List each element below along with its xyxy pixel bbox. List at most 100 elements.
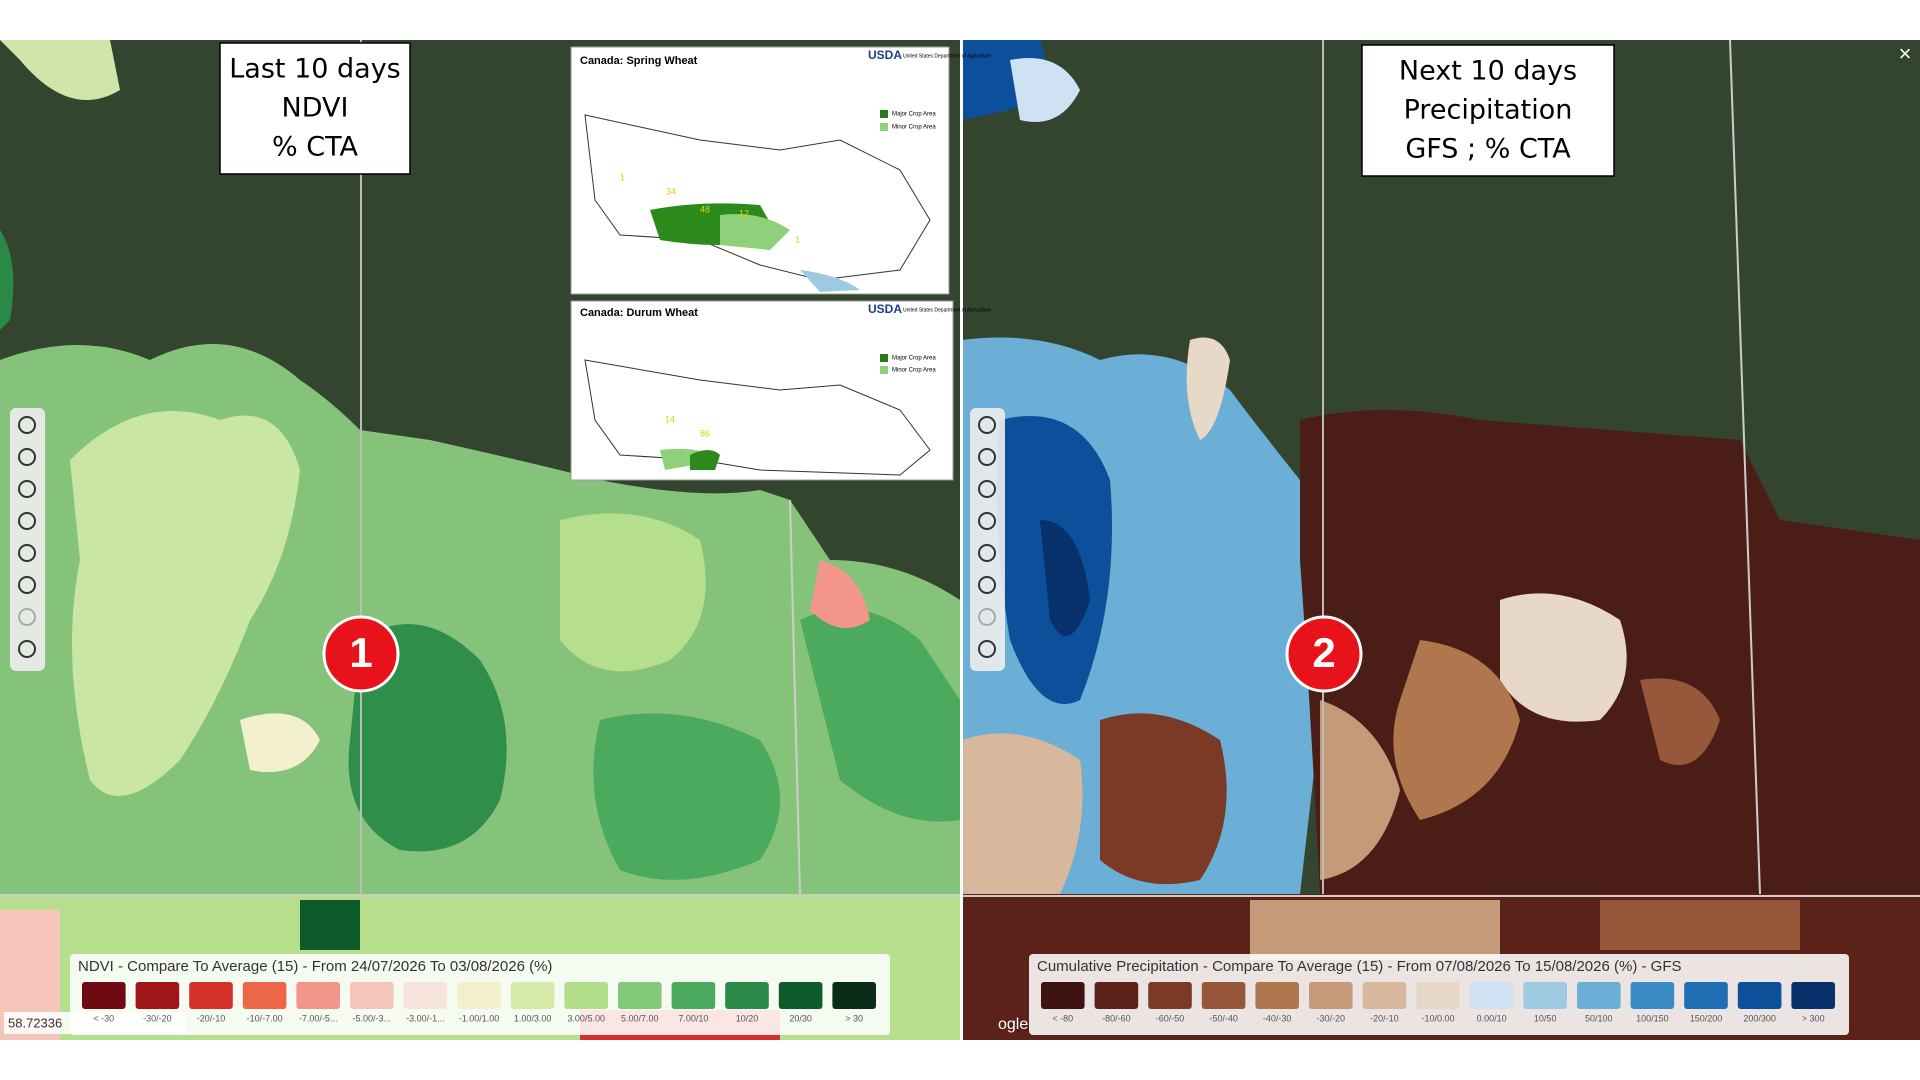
inset-spring-wheat: Canada: Spring Wheat USDA United States … bbox=[570, 46, 991, 295]
legend-label: -20/-10 bbox=[197, 1013, 226, 1023]
legend-swatch bbox=[1469, 982, 1514, 1009]
right-map[interactable]: × ogle bbox=[962, 39, 1920, 1040]
legend-label: > 300 bbox=[1802, 1013, 1825, 1023]
legend-swatch bbox=[242, 982, 287, 1009]
legend-label: Major Crop Area bbox=[892, 356, 936, 362]
legend-label: -5.00/-3... bbox=[353, 1013, 392, 1023]
agency-name: United States Department of Agriculture bbox=[903, 307, 991, 313]
tool-icon[interactable] bbox=[978, 640, 996, 658]
legend-label: 3.00/5.00 bbox=[567, 1013, 605, 1023]
legend-swatch bbox=[725, 982, 769, 1009]
legend: NDVI - Compare To Average (15) - From 24… bbox=[70, 954, 890, 1035]
marker: 1 bbox=[322, 615, 400, 693]
legend-label: -1.00/1.00 bbox=[459, 1013, 500, 1023]
map-number: 86 bbox=[700, 428, 710, 438]
legend: Cumulative Precipitation - Compare To Av… bbox=[1029, 954, 1849, 1035]
legend-label: 0.00/10 bbox=[1477, 1013, 1507, 1023]
legend-swatch bbox=[564, 982, 608, 1009]
legend-label: 10/20 bbox=[736, 1013, 759, 1023]
label-line: % CTA bbox=[272, 132, 358, 163]
tool-icon[interactable] bbox=[978, 544, 996, 562]
legend-swatch bbox=[1255, 982, 1299, 1009]
right-label-box: Next 10 days Precipitation GFS ; % CTA bbox=[1361, 44, 1615, 177]
legend-title: Cumulative Precipitation - Compare To Av… bbox=[1037, 958, 1682, 975]
legend-swatch bbox=[1737, 982, 1782, 1009]
map-number: 1 bbox=[620, 172, 625, 182]
map-number: 34 bbox=[666, 186, 676, 196]
legend-label: -10/-7.00 bbox=[247, 1013, 283, 1023]
inset-durum-wheat: Canada: Durum Wheat USDA United States D… bbox=[570, 300, 991, 481]
legend-label: 5.00/7.00 bbox=[621, 1013, 659, 1023]
map-number: 1 bbox=[795, 234, 800, 244]
legend-swatch bbox=[671, 982, 716, 1009]
label-line: Next 10 days bbox=[1399, 56, 1577, 87]
left-label-box: Last 10 days NDVI % CTA bbox=[219, 42, 411, 175]
agency: USDA bbox=[868, 48, 902, 62]
legend-title: NDVI - Compare To Average (15) - From 24… bbox=[78, 958, 552, 975]
marker: 2 bbox=[1285, 615, 1363, 693]
legend-label: -50/-40 bbox=[1209, 1013, 1238, 1023]
tool-icon[interactable] bbox=[978, 608, 996, 626]
legend-swatch bbox=[135, 982, 180, 1009]
legends: NDVI - Compare To Average (15) - From 24… bbox=[70, 954, 1849, 1035]
tool-icon[interactable] bbox=[18, 576, 36, 594]
tool-icon[interactable] bbox=[978, 448, 996, 466]
tool-icon[interactable] bbox=[978, 576, 996, 594]
tool-icon[interactable] bbox=[18, 512, 36, 530]
legend-label: > 30 bbox=[845, 1013, 863, 1023]
tool-icon[interactable] bbox=[18, 480, 36, 498]
map-number: 14 bbox=[665, 414, 675, 424]
tool-icon[interactable] bbox=[978, 480, 996, 498]
legend-swatch bbox=[296, 982, 340, 1009]
legend-label: -30/-20 bbox=[143, 1013, 172, 1023]
legend-swatch bbox=[510, 982, 555, 1009]
map-number: 48 bbox=[700, 204, 710, 214]
right-toolbar[interactable] bbox=[970, 408, 1005, 671]
legend-swatch bbox=[1041, 982, 1085, 1009]
legend-swatch bbox=[1684, 982, 1728, 1009]
legend-swatch bbox=[457, 982, 501, 1009]
legend-swatch bbox=[618, 982, 662, 1009]
legend-label: Major Crop Area bbox=[892, 112, 936, 118]
legend-swatch bbox=[1577, 982, 1621, 1009]
label-line: Precipitation bbox=[1404, 95, 1573, 126]
close-button[interactable]: × bbox=[1899, 41, 1912, 66]
legend-label: Minor Crop Area bbox=[892, 125, 936, 131]
legend-swatch bbox=[1148, 982, 1192, 1009]
tool-icon[interactable] bbox=[18, 448, 36, 466]
legend-swatch bbox=[1362, 982, 1407, 1009]
tool-icon[interactable] bbox=[18, 608, 36, 626]
tool-icon[interactable] bbox=[978, 416, 996, 434]
divider bbox=[960, 40, 963, 1040]
legend-label: 150/200 bbox=[1690, 1013, 1723, 1023]
legend-label: < -80 bbox=[1052, 1013, 1073, 1023]
tool-icon[interactable] bbox=[18, 544, 36, 562]
tool-icon[interactable] bbox=[978, 512, 996, 530]
left-toolbar[interactable] bbox=[10, 408, 45, 671]
legend-label: 7.00/10 bbox=[678, 1013, 708, 1023]
legend-label: -60/-50 bbox=[1156, 1013, 1185, 1023]
legend-label: 1.00/3.00 bbox=[514, 1013, 552, 1023]
legend-swatch bbox=[1630, 982, 1675, 1009]
tool-icon[interactable] bbox=[18, 416, 36, 434]
legend-swatch bbox=[1791, 982, 1835, 1009]
legend-label: -30/-20 bbox=[1317, 1013, 1346, 1023]
tool-icon[interactable] bbox=[18, 640, 36, 658]
legend-swatch bbox=[189, 982, 233, 1009]
label-line: Last 10 days bbox=[229, 54, 401, 85]
legend-label: 100/150 bbox=[1636, 1013, 1669, 1023]
legend-swatch bbox=[1201, 982, 1246, 1009]
marker-label: 1 bbox=[349, 629, 372, 676]
map-number: 12 bbox=[739, 208, 749, 218]
coordinates: 58.72336 bbox=[8, 1015, 62, 1030]
legend-label: -40/-30 bbox=[1263, 1013, 1292, 1023]
legend-swatch bbox=[832, 982, 876, 1009]
legend-label: 20/30 bbox=[789, 1013, 812, 1023]
legend-label: 200/300 bbox=[1743, 1013, 1776, 1023]
legend-swatch bbox=[1094, 982, 1139, 1009]
legend-swatch bbox=[1309, 982, 1353, 1009]
legend-label: 10/50 bbox=[1534, 1013, 1557, 1023]
inset-title: Canada: Durum Wheat bbox=[580, 307, 698, 319]
inset-title: Canada: Spring Wheat bbox=[580, 55, 698, 67]
